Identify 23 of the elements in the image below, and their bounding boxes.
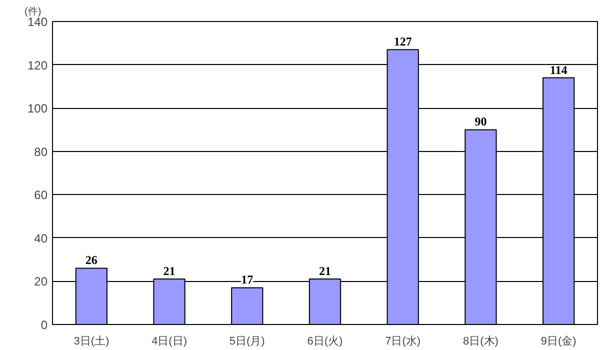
data-label: 21 [319,264,331,278]
data-label: 127 [394,34,412,49]
x-tick-label: 9日(金) [540,336,576,348]
data-label: 21 [163,264,176,278]
x-tick-label: 8日(木) [462,334,498,348]
data-label: 26 [85,253,98,268]
x-tick-label: 5日(月) [229,336,265,348]
bar [231,287,264,324]
x-tick-label: 4日(日) [152,336,188,348]
y-tick-label: 120 [27,58,48,72]
y-tick-label: 100 [27,102,48,116]
y-axis-title: (件) [24,6,42,18]
y-tick-label: 40 [34,231,48,246]
x-tick-label: 3日(土) [74,334,110,348]
y-tick-label: 60 [34,188,48,202]
y-tick-label: 0 [40,318,48,332]
x-tick-label: 7日(水) [385,334,421,348]
data-label: 17 [241,272,254,287]
data-label: 90 [474,114,487,129]
data-label: 114 [550,62,568,77]
y-tick-label: 20 [34,274,48,289]
y-tick-label: 80 [34,144,48,159]
x-tick-label: 6日(火) [307,334,343,348]
